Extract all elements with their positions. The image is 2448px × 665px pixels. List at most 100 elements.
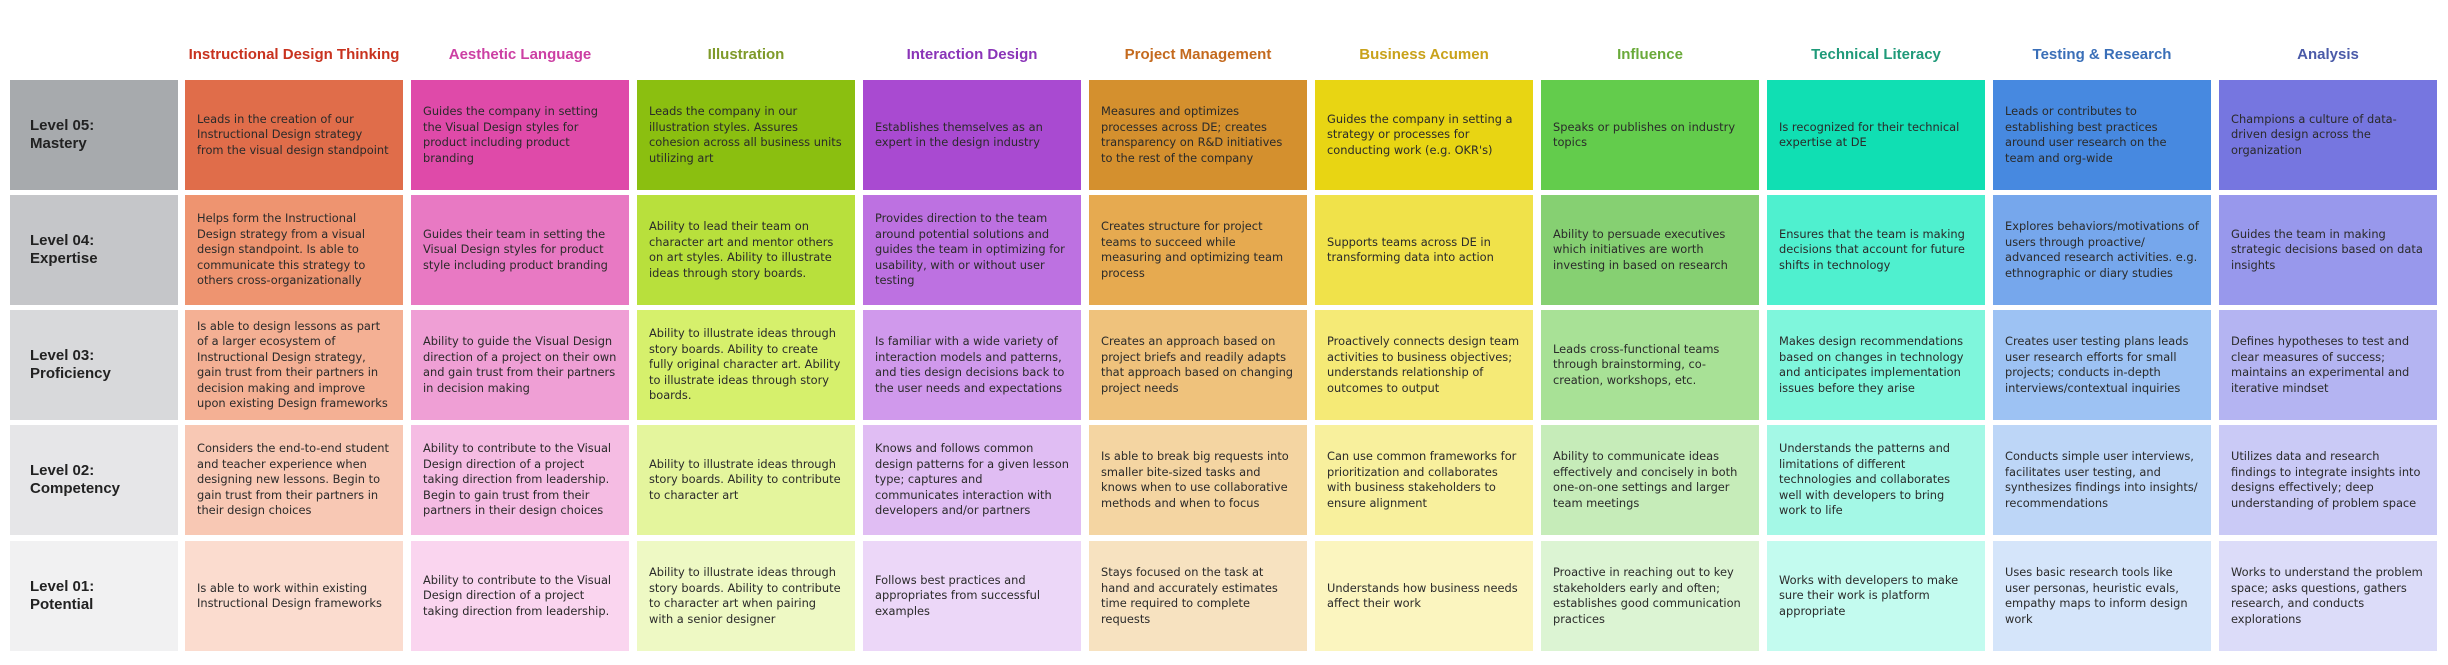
skill-cell[interactable]: Leads in the creation of our Instruction… <box>185 80 403 190</box>
level-label: Level 02: Competency <box>10 425 178 535</box>
skill-description: Ability to contribute to the Visual Desi… <box>423 441 612 518</box>
skill-cell[interactable]: Ability to contribute to the Visual Desi… <box>411 541 629 651</box>
skill-description: Creates user testing plans leads user re… <box>2005 334 2189 395</box>
skill-description: Leads the company in our illustration st… <box>649 104 842 165</box>
skill-description: Stays focused on the task at hand and ac… <box>1101 565 1278 626</box>
skill-description: Ability to persuade executives which ini… <box>1553 226 1728 272</box>
skill-cell[interactable]: Understands the patterns and limitations… <box>1767 425 1985 535</box>
column-header: Interaction Design <box>906 45 1038 63</box>
skill-cell[interactable]: Speaks or publishes on industry topics <box>1541 80 1759 190</box>
skill-description: Helps form the Instructional Design stra… <box>197 211 366 288</box>
skill-cell[interactable]: Creates an approach based on project bri… <box>1089 310 1307 420</box>
skill-cell[interactable]: Measures and optimizes processes across … <box>1089 80 1307 190</box>
skill-cell[interactable]: Helps form the Instructional Design stra… <box>185 195 403 305</box>
column-header: Instructional Design Thinking <box>188 45 400 63</box>
skill-cell[interactable]: Is recognized for their technical expert… <box>1767 80 1985 190</box>
skill-description: Uses basic research tools like user pers… <box>2005 565 2188 626</box>
skill-cell[interactable]: Ability to illustrate ideas through stor… <box>637 541 855 651</box>
level-label: Level 05: Mastery <box>10 80 178 190</box>
skill-cell[interactable]: Leads or contributes to establishing bes… <box>1993 80 2211 190</box>
skill-cell[interactable]: Proactive in reaching out to key stakeho… <box>1541 541 1759 651</box>
skill-description: Guides the company in setting the Visual… <box>423 104 598 165</box>
skill-cell[interactable]: Works to understand the problem space; a… <box>2219 541 2437 651</box>
column-header: Influence <box>1617 45 1683 63</box>
skill-description: Conducts simple user interviews, facilit… <box>2005 449 2198 510</box>
skill-description: Ability to illustrate ideas through stor… <box>649 456 841 502</box>
skill-cell[interactable]: Creates user testing plans leads user re… <box>1993 310 2211 420</box>
skill-description: Creates an approach based on project bri… <box>1101 334 1294 395</box>
skill-description: Understands the patterns and limitations… <box>1779 441 1951 518</box>
skill-description: Champions a culture of data-driven desig… <box>2231 111 2397 157</box>
skill-cell[interactable]: Ability to persuade executives which ini… <box>1541 195 1759 305</box>
skill-description: Can use common frameworks for prioritiza… <box>1327 449 1517 510</box>
skill-description: Proactive in reaching out to key stakeho… <box>1553 565 1741 626</box>
skill-description: Defines hypotheses to test and clear mea… <box>2231 334 2410 395</box>
skill-description: Is able to break big requests into small… <box>1101 449 1289 510</box>
skill-cell[interactable]: Supports teams across DE in transforming… <box>1315 195 1533 305</box>
skill-cell[interactable]: Knows and follows common design patterns… <box>863 425 1081 535</box>
skill-cell[interactable]: Ability to illustrate ideas through stor… <box>637 425 855 535</box>
skill-cell[interactable]: Guides their team in setting the Visual … <box>411 195 629 305</box>
skill-cell[interactable]: Is able to break big requests into small… <box>1089 425 1307 535</box>
skill-description: Makes design recommendations based on ch… <box>1779 334 1964 395</box>
skill-cell[interactable]: Creates structure for project teams to s… <box>1089 195 1307 305</box>
skill-cell[interactable]: Conducts simple user interviews, facilit… <box>1993 425 2211 535</box>
skill-description: Creates structure for project teams to s… <box>1101 219 1284 280</box>
skill-description: Guides the team in making strategic deci… <box>2231 226 2423 272</box>
skill-cell[interactable]: Defines hypotheses to test and clear mea… <box>2219 310 2437 420</box>
column-header: Illustration <box>707 45 785 63</box>
column-header: Analysis <box>2297 45 2359 63</box>
skill-description: Leads in the creation of our Instruction… <box>197 111 389 157</box>
skill-description: Speaks or publishes on industry topics <box>1553 119 1736 150</box>
skill-cell[interactable]: Can use common frameworks for prioritiza… <box>1315 425 1533 535</box>
skill-cell[interactable]: Is familiar with a wide variety of inter… <box>863 310 1081 420</box>
level-label: Level 04: Expertise <box>10 195 178 305</box>
skill-description: Considers the end-to-end student and tea… <box>197 441 389 518</box>
skill-cell[interactable]: Explores behaviors/motivations of users … <box>1993 195 2211 305</box>
skill-description: Works with developers to make sure their… <box>1779 572 1959 618</box>
skill-cell[interactable]: Champions a culture of data-driven desig… <box>2219 80 2437 190</box>
column-header: Technical Literacy <box>1811 45 1941 63</box>
level-label: Level 03: Proficiency <box>10 310 178 420</box>
skill-cell[interactable]: Ability to communicate ideas effectively… <box>1541 425 1759 535</box>
skill-cell[interactable]: Guides the company in setting the Visual… <box>411 80 629 190</box>
skill-cell[interactable]: Guides the company in setting a strategy… <box>1315 80 1533 190</box>
skill-description: Understands how business needs affect th… <box>1327 580 1518 611</box>
skill-cell[interactable]: Utilizes data and research findings to i… <box>2219 425 2437 535</box>
column-header: Business Acumen <box>1359 45 1489 63</box>
skill-cell[interactable]: Ability to guide the Visual Design direc… <box>411 310 629 420</box>
skill-description: Provides direction to the team around po… <box>875 211 1065 288</box>
skill-description: Is recognized for their technical expert… <box>1779 119 1960 150</box>
skill-description: Proactively connects design team activit… <box>1327 334 1520 395</box>
skill-cell[interactable]: Understands how business needs affect th… <box>1315 541 1533 651</box>
skill-cell[interactable]: Ability to contribute to the Visual Desi… <box>411 425 629 535</box>
skill-cell[interactable]: Is able to design lessons as part of a l… <box>185 310 403 420</box>
skill-cell[interactable]: Provides direction to the team around po… <box>863 195 1081 305</box>
skill-description: Ensures that the team is making decision… <box>1779 226 1965 272</box>
skill-cell[interactable]: Ability to illustrate ideas through stor… <box>637 310 855 420</box>
skill-cell[interactable]: Considers the end-to-end student and tea… <box>185 425 403 535</box>
skill-description: Supports teams across DE in transforming… <box>1327 234 1494 265</box>
skill-cell[interactable]: Ensures that the team is making decision… <box>1767 195 1985 305</box>
column-header: Testing & Research <box>2032 45 2172 63</box>
skill-cell[interactable]: Establishes themselves as an expert in t… <box>863 80 1081 190</box>
skill-description: Leads cross-functional teams through bra… <box>1553 341 1720 387</box>
skill-cell[interactable]: Is able to work within existing Instruct… <box>185 541 403 651</box>
skill-description: Leads or contributes to establishing bes… <box>2005 104 2167 165</box>
skill-description: Is able to design lessons as part of a l… <box>197 318 388 411</box>
skill-cell[interactable]: Works with developers to make sure their… <box>1767 541 1985 651</box>
skill-cell[interactable]: Leads cross-functional teams through bra… <box>1541 310 1759 420</box>
skill-description: Ability to lead their team on character … <box>649 219 834 280</box>
skill-cell[interactable]: Stays focused on the task at hand and ac… <box>1089 541 1307 651</box>
skill-cell[interactable]: Follows best practices and appropriates … <box>863 541 1081 651</box>
level-label: Level 01: Potential <box>10 541 178 651</box>
skill-cell[interactable]: Proactively connects design team activit… <box>1315 310 1533 420</box>
skill-cell[interactable]: Ability to lead their team on character … <box>637 195 855 305</box>
skill-cell[interactable]: Uses basic research tools like user pers… <box>1993 541 2211 651</box>
skill-description: Ability to illustrate ideas through stor… <box>649 326 841 403</box>
skill-description: Guides their team in setting the Visual … <box>423 226 608 272</box>
skill-cell[interactable]: Guides the team in making strategic deci… <box>2219 195 2437 305</box>
skill-cell[interactable]: Leads the company in our illustration st… <box>637 80 855 190</box>
skill-cell[interactable]: Makes design recommendations based on ch… <box>1767 310 1985 420</box>
